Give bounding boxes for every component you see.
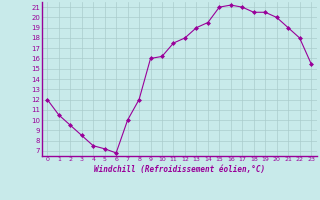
- X-axis label: Windchill (Refroidissement éolien,°C): Windchill (Refroidissement éolien,°C): [94, 165, 265, 174]
